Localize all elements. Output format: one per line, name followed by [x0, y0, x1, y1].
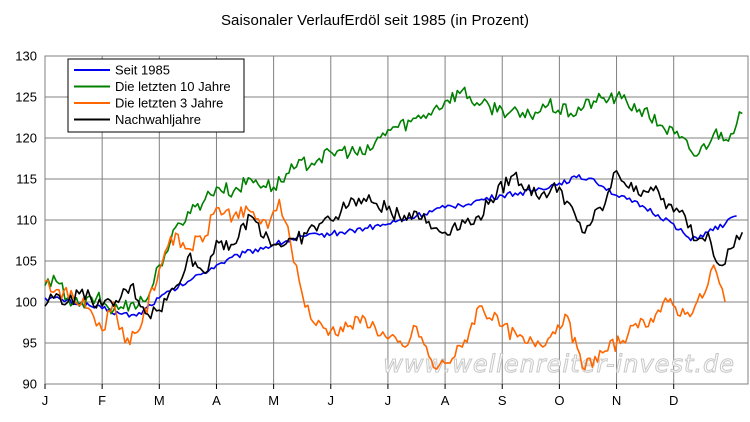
x-tick-label: O — [554, 393, 564, 408]
chart-title: Saisonaler VerlaufErdöl seit 1985 (in Pr… — [220, 12, 530, 29]
x-tick-label: D — [669, 393, 678, 408]
x-tick-label: A — [441, 393, 450, 408]
legend-label: Nachwahljahre — [115, 112, 201, 127]
watermark-text: www.wellenreiter-invest.de — [383, 350, 735, 378]
y-tick-label: 90 — [23, 377, 37, 392]
series-line-4 — [44, 170, 744, 320]
x-tick-label: J — [328, 393, 335, 408]
y-tick-label: 105 — [15, 254, 37, 269]
x-tick-label: M — [154, 393, 165, 408]
series-line-1 — [44, 174, 737, 318]
legend-label: Die letzten 10 Jahre — [115, 79, 231, 94]
x-tick-label: A — [212, 393, 221, 408]
series-lines — [44, 86, 744, 371]
series-line-3 — [44, 198, 726, 371]
y-tick-label: 110 — [16, 213, 37, 228]
legend-label: Die letzten 3 Jahre — [115, 96, 223, 111]
x-tick-label: N — [612, 393, 621, 408]
y-tick-label: 125 — [15, 90, 37, 105]
y-tick-label: 100 — [15, 295, 37, 310]
y-tick-label: 115 — [16, 172, 37, 187]
x-tick-label: J — [42, 393, 49, 408]
y-tick-label: 120 — [15, 131, 37, 146]
x-tick-label: F — [98, 393, 106, 408]
x-tick-label: J — [385, 393, 392, 408]
y-tick-label: 130 — [15, 49, 37, 64]
x-tick-label: S — [498, 393, 507, 408]
x-tick-label: M — [268, 393, 279, 408]
y-tick-label: 95 — [23, 336, 37, 351]
legend-label: Seit 1985 — [115, 63, 170, 78]
axes: 90 95 100 105 110 115 120 125 130 J F M A M J J A S O N D — [15, 49, 678, 409]
